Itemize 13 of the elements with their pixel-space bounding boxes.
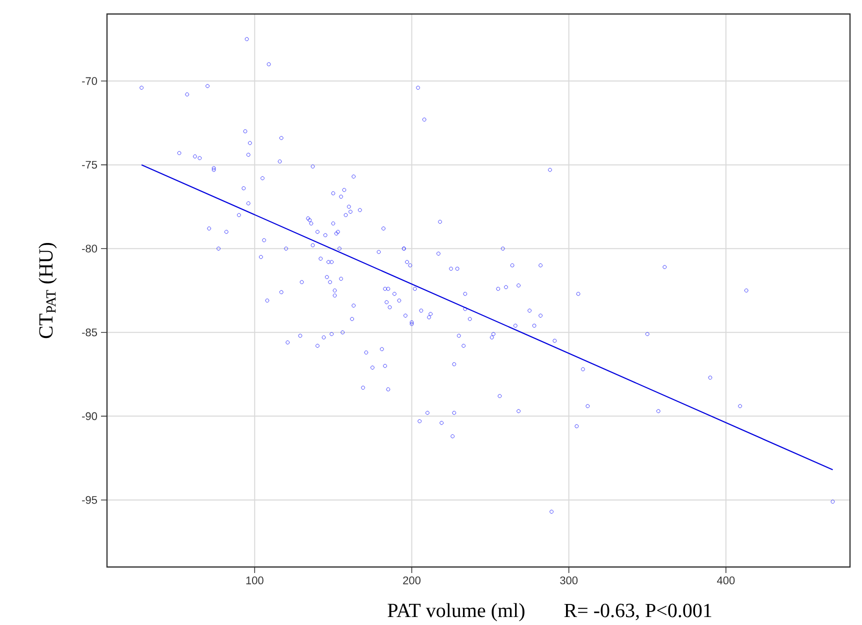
x-tick-label: 300: [560, 576, 578, 585]
y-tick-label: -95: [82, 496, 98, 504]
x-tick-label: 400: [716, 576, 735, 585]
y-tick-label: -90: [82, 412, 98, 420]
y-axis-title: CT$_{PAT}$ (HU): [38, 243, 57, 338]
x-tick-label: 200: [403, 576, 420, 585]
x-tick-label: 100: [246, 576, 264, 585]
y-tick-label: -75: [82, 161, 98, 169]
y-tick-label: -80: [82, 244, 98, 253]
y-tick-label: -85: [82, 328, 98, 336]
x-axis-title: PAT volume (ml): [388, 603, 524, 622]
y-tick-label: -70: [82, 77, 98, 86]
text: R= -0.63, P<0.001: [564, 604, 712, 620]
